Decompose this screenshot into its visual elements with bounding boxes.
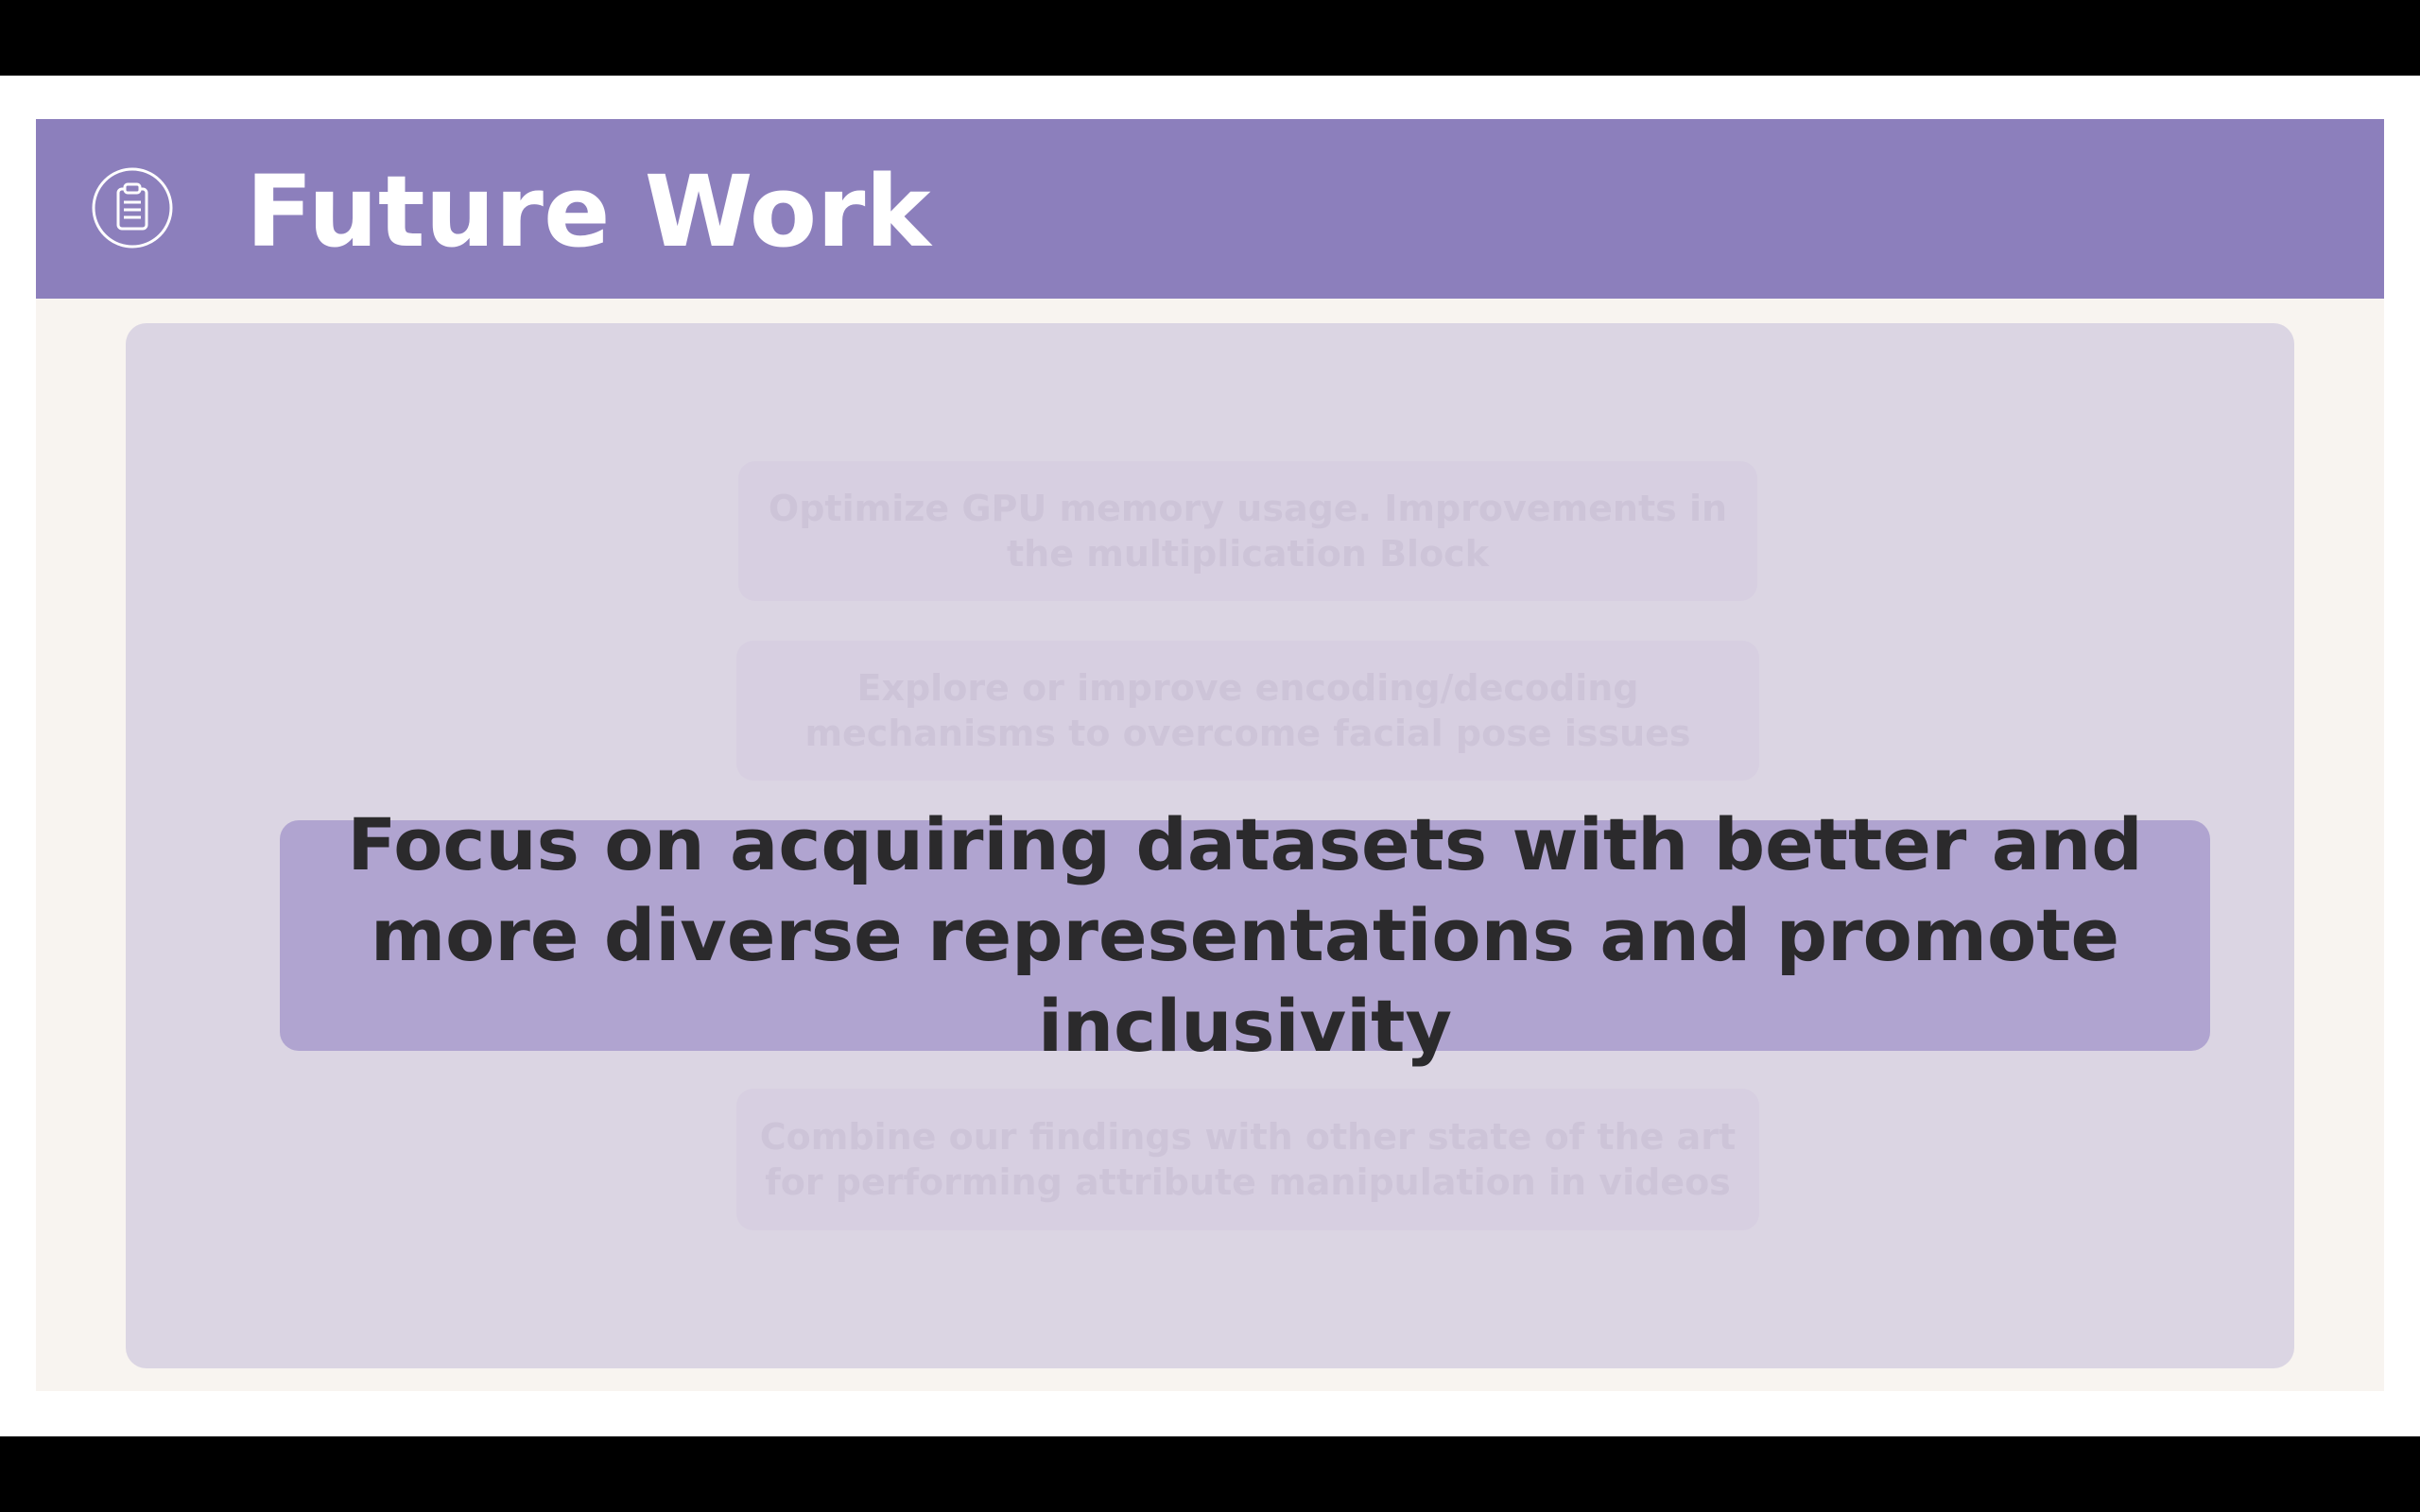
letterbox-bottom	[0, 1436, 2420, 1512]
content-panel: Optimize GPU memory usage. Improvements …	[126, 323, 2294, 1368]
focused-list-item: Focus on acquiring datasets with better …	[280, 802, 2210, 1068]
list-item-text: Explore or improve encoding/decoding mec…	[804, 667, 1691, 754]
list-item: Combine our findings with other state of…	[736, 1089, 1759, 1230]
slide: Future Work Optimize GPU memory usage. I…	[36, 119, 2384, 1391]
list-item: Explore or improve encoding/decoding mec…	[736, 641, 1759, 781]
letterbox-top	[0, 0, 2420, 76]
list-item: Optimize GPU memory usage. Improvements …	[738, 461, 1757, 601]
focused-list-item-text: Focus on acquiring datasets with better …	[347, 802, 2143, 1068]
list-item-text: Optimize GPU memory usage. Improvements …	[768, 488, 1728, 575]
header-bar: Future Work	[36, 119, 2384, 299]
slide-title: Future Work	[246, 154, 931, 269]
list-item-text: Combine our findings with other state of…	[759, 1116, 1737, 1203]
slide-area: Future Work Optimize GPU memory usage. I…	[0, 76, 2420, 1436]
clipboard-icon	[92, 167, 173, 249]
